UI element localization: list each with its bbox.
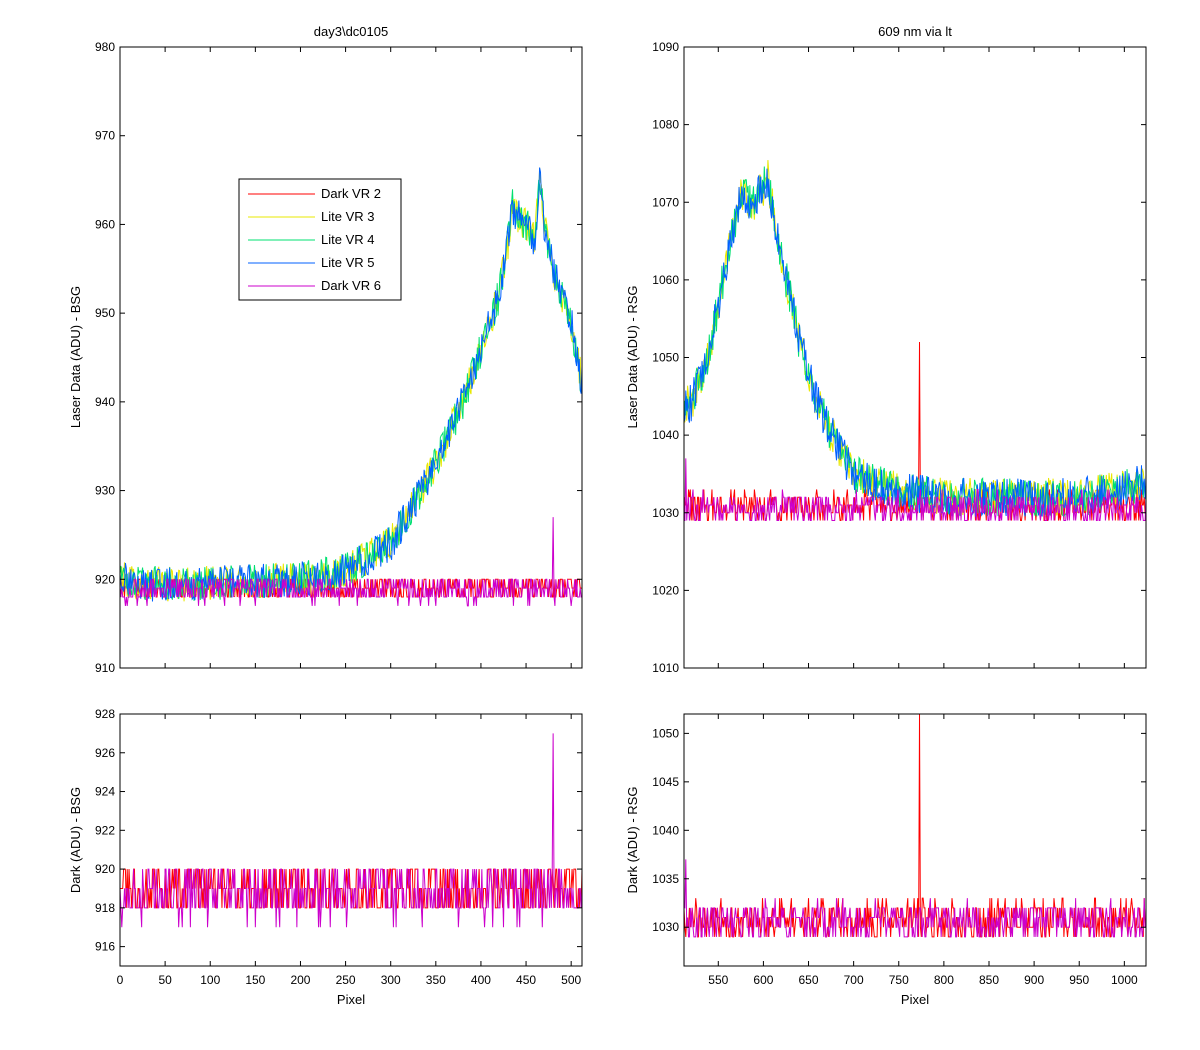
axes-bottom-left: 916 918 920 922 924 926 928 0 50 100 150 200 250 300 3…	[68, 707, 583, 1007]
series-layer	[120, 167, 582, 607]
y-tick-label: 930	[95, 484, 115, 498]
x-tick-label: 150	[245, 973, 265, 987]
y-tick-label: 1050	[652, 351, 679, 365]
series-layer	[684, 160, 1146, 522]
x-tick-label: 750	[889, 973, 909, 987]
ticks-layer: 916 918 920 922 924 926 928 0 50 100 150 200 250 300 3…	[95, 707, 582, 987]
y-tick-label: 920	[95, 572, 115, 586]
series-layer	[684, 714, 1146, 938]
legend-label-lite-vr-3: Lite VR 3	[321, 209, 374, 224]
x-tick-label: 350	[426, 973, 446, 987]
x-tick-label: 400	[471, 973, 491, 987]
y-tick-label: 1045	[652, 775, 679, 789]
y-tick-label: 926	[95, 746, 115, 760]
y-tick-label: 1010	[652, 661, 679, 675]
y-tick-label: 922	[95, 823, 115, 837]
x-tick-label: 450	[516, 973, 536, 987]
axes-top-left: 910 920 930 940 950 960 970 980 day3\dc0105 Las…	[68, 24, 583, 675]
y-tick-label: 1040	[652, 823, 679, 837]
x-tick-label: 950	[1069, 973, 1089, 987]
legend-label-lite-vr-4: Lite VR 4	[321, 232, 374, 247]
y-tick-label: 950	[95, 306, 115, 320]
y-axis-label: Laser Data (ADU) - RSG	[625, 285, 640, 428]
axes-frame	[683, 713, 1147, 967]
y-axis-label: Laser Data (ADU) - BSG	[68, 286, 83, 428]
series-line-lite-vr-5	[120, 167, 582, 602]
y-tick-label: 1070	[652, 195, 679, 209]
legend-label-lite-vr-5: Lite VR 5	[321, 255, 374, 270]
x-tick-label: 250	[336, 973, 356, 987]
axes-frame	[119, 46, 583, 669]
axes-top-right: 1010 1020 1030 1040 1050 1060 1070 1080 1090 609…	[625, 24, 1147, 675]
x-tick-label: 50	[158, 973, 172, 987]
x-tick-label: 650	[799, 973, 819, 987]
x-tick-label: 300	[381, 973, 401, 987]
y-tick-label: 1080	[652, 118, 679, 132]
y-tick-label: 910	[95, 661, 115, 675]
series-line-dark-vr-6	[684, 859, 1146, 938]
y-tick-label: 1030	[652, 506, 679, 520]
y-tick-label: 1030	[652, 920, 679, 934]
x-tick-label: 0	[117, 973, 124, 987]
x-tick-label: 600	[753, 973, 773, 987]
ticks-layer: 910 920 930 940 950 960 970 980	[95, 40, 582, 675]
ticks-layer: 1030 1035 1040 1045 1050 550 600 650 700 750 800 85…	[652, 714, 1146, 987]
x-axis-label: Pixel	[901, 992, 929, 1007]
series-line-dark-vr-6	[120, 517, 582, 607]
y-tick-label: 1060	[652, 273, 679, 287]
x-tick-label: 850	[979, 973, 999, 987]
y-tick-label: 1090	[652, 40, 679, 54]
x-tick-label: 550	[708, 973, 728, 987]
series-layer	[120, 733, 582, 928]
y-tick-label: 940	[95, 395, 115, 409]
x-tick-label: 500	[561, 973, 581, 987]
y-axis-label: Dark (ADU) - BSG	[68, 787, 83, 893]
x-tick-label: 200	[290, 973, 310, 987]
y-tick-label: 918	[95, 901, 115, 915]
x-tick-label: 1000	[1111, 973, 1138, 987]
chart-title: 609 nm via lt	[878, 24, 952, 39]
y-axis-label: Dark (ADU) - RSG	[625, 787, 640, 894]
y-tick-label: 970	[95, 129, 115, 143]
x-tick-label: 700	[844, 973, 864, 987]
chart-title: day3\dc0105	[314, 24, 388, 39]
ticks-layer: 1010 1020 1030 1040 1050 1060 1070 1080 1090	[652, 40, 1146, 675]
series-line-dark-vr-6	[120, 733, 582, 928]
x-tick-label: 900	[1024, 973, 1044, 987]
y-tick-label: 1040	[652, 428, 679, 442]
y-tick-label: 924	[95, 785, 115, 799]
y-tick-label: 960	[95, 217, 115, 231]
legend: Dark VR 2 Lite VR 3 Lite VR 4 Lite VR 5 …	[238, 178, 402, 301]
axes-frame	[119, 713, 583, 967]
x-tick-label: 100	[200, 973, 220, 987]
y-tick-label: 920	[95, 862, 115, 876]
y-tick-label: 928	[95, 707, 115, 721]
series-line-dark-vr-6	[684, 458, 1146, 522]
y-tick-label: 1020	[652, 583, 679, 597]
x-axis-label: Pixel	[337, 992, 365, 1007]
x-tick-label: 800	[934, 973, 954, 987]
y-tick-label: 980	[95, 40, 115, 54]
axes-bottom-right: 1030 1035 1040 1045 1050 550 600 650 700 750 800 85…	[625, 713, 1147, 1007]
y-tick-label: 1035	[652, 872, 679, 886]
y-tick-label: 916	[95, 940, 115, 954]
legend-label-dark-vr-2: Dark VR 2	[321, 186, 381, 201]
y-tick-label: 1050	[652, 726, 679, 740]
legend-label-dark-vr-6: Dark VR 6	[321, 278, 381, 293]
